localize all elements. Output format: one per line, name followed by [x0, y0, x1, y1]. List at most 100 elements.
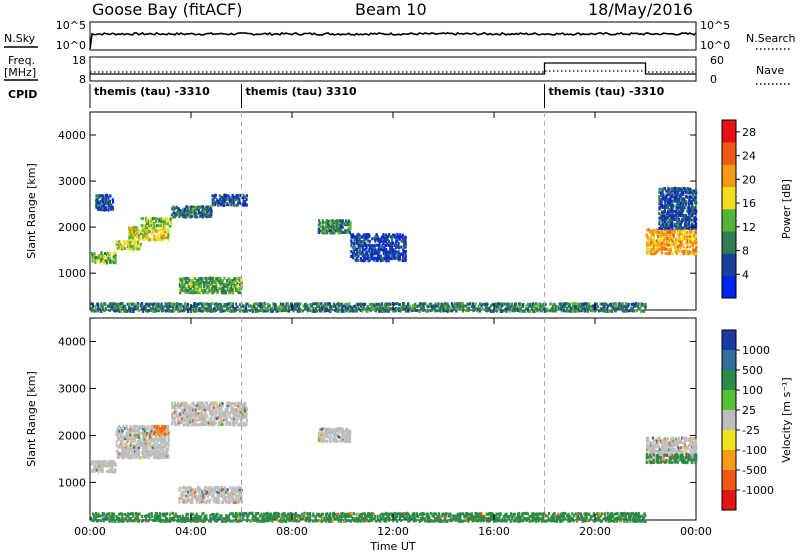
- range-gate-cell: [226, 403, 230, 407]
- range-gate-cell: [227, 410, 230, 414]
- range-gate-cell: [203, 406, 206, 409]
- range-gate-cell: [264, 309, 267, 313]
- range-gate-cell: [95, 465, 98, 469]
- range-gate-cell: [187, 409, 190, 413]
- range-gate-cell: [199, 496, 202, 500]
- range-gate-cell: [434, 302, 437, 306]
- range-gate-cell: [91, 519, 94, 522]
- range-gate-cell: [674, 243, 677, 247]
- range-gate-cell: [203, 404, 206, 408]
- range-gate-cell: [147, 309, 150, 312]
- range-gate-cell: [167, 228, 170, 232]
- range-gate-cell: [592, 304, 595, 308]
- range-gate-cell: [150, 425, 153, 428]
- range-gate-cell: [111, 306, 114, 310]
- range-gate-cell: [282, 519, 286, 523]
- range-gate-cell: [131, 230, 134, 234]
- range-gate-cell: [402, 257, 405, 261]
- range-gate-cell: [122, 517, 125, 521]
- range-gate-cell: [218, 403, 222, 407]
- range-gate-cell: [672, 453, 675, 457]
- range-gate-cell: [397, 309, 400, 312]
- range-gate-cell: [118, 245, 121, 249]
- range-gate-cell: [238, 401, 241, 405]
- range-gate-cell: [364, 258, 367, 262]
- range-gate-cell: [369, 252, 372, 256]
- range-gate-cell: [94, 515, 97, 519]
- range-gate-cell: [104, 193, 108, 197]
- range-gate-cell: [181, 486, 184, 490]
- range-gate-cell: [118, 455, 121, 459]
- range-gate-cell: [693, 220, 696, 224]
- range-gate-cell: [526, 309, 529, 313]
- range-gate-cell: [533, 309, 536, 313]
- range-gate-cell: [125, 441, 128, 445]
- range-gate-cell: [494, 304, 497, 308]
- range-gate-cell: [203, 410, 206, 414]
- range-gate-cell: [682, 456, 685, 460]
- range-gate-cell: [122, 446, 125, 450]
- range-gate-cell: [180, 280, 183, 284]
- range-gate-cell: [135, 226, 138, 229]
- range-gate-cell: [560, 304, 563, 308]
- range-gate-cell: [193, 423, 196, 427]
- range-gate-cell: [123, 449, 126, 453]
- range-gate-cell: [343, 304, 346, 308]
- range-gate-cell: [116, 450, 119, 453]
- range-gate-cell: [357, 259, 360, 263]
- range-gate-cell: [223, 309, 227, 313]
- range-gate-cell: [316, 309, 319, 313]
- range-gate-cell: [111, 205, 114, 209]
- range-gate-cell: [134, 451, 137, 455]
- range-gate-cell: [226, 284, 229, 288]
- range-gate-cell: [245, 423, 248, 426]
- range-gate-cell: [223, 410, 226, 414]
- range-gate-cell: [132, 454, 135, 457]
- range-gate-cell: [369, 309, 372, 313]
- range-gate-cell: [248, 309, 252, 312]
- range-gate-cell: [153, 519, 156, 523]
- range-gate-cell: [295, 302, 298, 306]
- range-gate-cell: [672, 439, 675, 443]
- range-gate-cell: [281, 514, 284, 518]
- range-gate-cell: [665, 443, 668, 447]
- range-gate-cell: [152, 437, 155, 441]
- range-gate-cell: [369, 303, 372, 306]
- range-gate-cell: [191, 284, 194, 288]
- y-axis-label: Slant Range [km]: [25, 163, 38, 259]
- range-gate-cell: [141, 431, 144, 434]
- range-gate-cell: [213, 421, 216, 424]
- range-gate-cell: [223, 276, 226, 280]
- range-gate-cell: [658, 247, 661, 251]
- range-gate-cell: [220, 200, 223, 203]
- range-gate-cell: [233, 490, 236, 494]
- range-gate-cell: [178, 288, 181, 292]
- range-gate-cell: [654, 444, 657, 447]
- range-gate-cell: [230, 512, 233, 516]
- date-title: 18/May/2016: [588, 0, 693, 19]
- range-gate-cell: [660, 191, 663, 195]
- range-gate-cell: [185, 517, 189, 521]
- range-gate-cell: [178, 282, 181, 286]
- range-gate-cell: [224, 291, 228, 295]
- range-gate-cell: [655, 228, 658, 232]
- range-gate-cell: [139, 443, 142, 447]
- range-gate-cell: [655, 439, 659, 443]
- range-gate-cell: [128, 232, 131, 236]
- range-gate-cell: [225, 514, 228, 518]
- range-gate-cell: [614, 304, 617, 308]
- range-gate-cell: [148, 224, 151, 228]
- range-gate-cell: [258, 302, 261, 306]
- range-gate-cell: [142, 437, 145, 441]
- range-gate-cell: [647, 239, 650, 243]
- range-gate-cell: [133, 238, 136, 242]
- range-gate-cell: [167, 438, 170, 441]
- range-gate-cell: [233, 500, 236, 504]
- range-gate-cell: [227, 280, 231, 284]
- range-gate-cell: [334, 223, 337, 227]
- range-gate-cell: [327, 435, 330, 439]
- range-gate-cell: [652, 453, 655, 457]
- range-gate-cell: [665, 216, 668, 220]
- range-gate-cell: [209, 279, 212, 283]
- range-gate-cell: [326, 439, 329, 443]
